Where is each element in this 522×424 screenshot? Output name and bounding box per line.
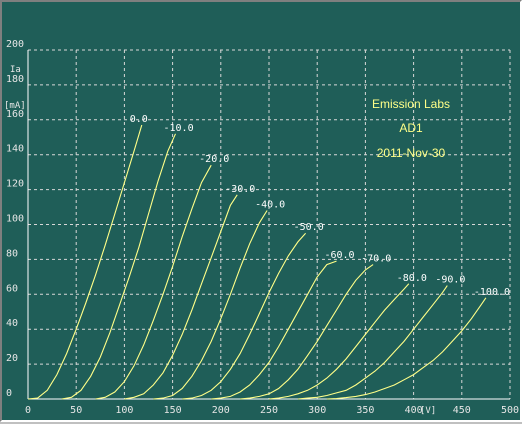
curve-grid--90-0 [297,285,448,400]
y-tick-label: 180 [6,74,24,85]
grid [28,49,511,399]
curve-grid--70-0 [240,264,374,400]
x-tick-label: 400 [405,405,423,416]
y-axis-unit: [mA] [4,101,26,111]
curve-grid-0-0 [27,124,143,400]
x-tick-label: 350 [356,405,374,416]
curve-grid--10-0 [61,133,177,400]
y-tick-label: 120 [6,179,24,190]
x-tick-label: 0 [25,405,31,416]
y-tick-label: 0 [6,388,12,399]
curve-label: -50.0 [294,222,324,233]
curve-label: -20.0 [199,154,229,165]
x-tick-label: 150 [164,405,182,416]
curve-label: -30.0 [225,184,255,195]
x-tick-label: 50 [70,405,82,416]
curve-label: -60.0 [324,250,354,261]
annotation-line-3: 2011-Nov-30 [377,146,446,160]
curve-label: -70.0 [361,254,391,265]
curve-label: -90.0 [435,275,465,286]
y-tick-label: 160 [6,109,24,120]
y-tick-label: 60 [6,283,18,294]
curve-label: -10.0 [163,123,193,134]
annotation-line-1: Emission Labs [372,97,450,111]
y-tick-label: 80 [6,248,18,259]
x-tick-label: 200 [212,405,230,416]
y-tick-label: 40 [6,318,18,329]
y-tick-label: 200 [6,39,24,50]
tick-labels: 0 50 100 150 200 250 300 350 400 500 450 [V] 0 20 40 60… [4,39,519,416]
x-axis-unit: [V] [420,406,436,416]
y-tick-label: 140 [6,144,24,155]
curve-label: -40.0 [255,200,285,211]
x-tick-label: 250 [260,405,278,416]
curve-grid--30-0 [124,194,238,400]
x-tick-label: 500 [501,405,519,416]
curve-grid--100-0 [326,297,487,400]
plate-curves [27,124,487,400]
annotation-line-2: AD1 [399,121,423,135]
x-tick-label: 100 [115,405,133,416]
curve-labels: 0.0 -10.0 -20.0 -30.0-40.0 -50.0 -60.0 -70.0 -8… [130,114,510,298]
y-tick-label: 100 [6,214,24,225]
annotations: Emission Labs AD1 2011-Nov-30 [372,97,450,160]
curve-grid--20-0 [95,164,212,400]
curve-grid--40-0 [153,210,268,400]
curve-label: -100.0 [474,287,510,298]
x-tick-label: 450 [453,405,471,416]
y-axis-name: Ia [10,65,21,75]
curve-label: 0.0 [130,114,148,125]
x-tick-label: 300 [308,405,326,416]
y-tick-label: 20 [6,353,18,364]
curve-grid--50-0 [182,232,307,400]
curve-grid--60-0 [211,260,337,400]
curve-grid--80-0 [268,283,410,400]
curve-label: -80.0 [397,273,427,284]
